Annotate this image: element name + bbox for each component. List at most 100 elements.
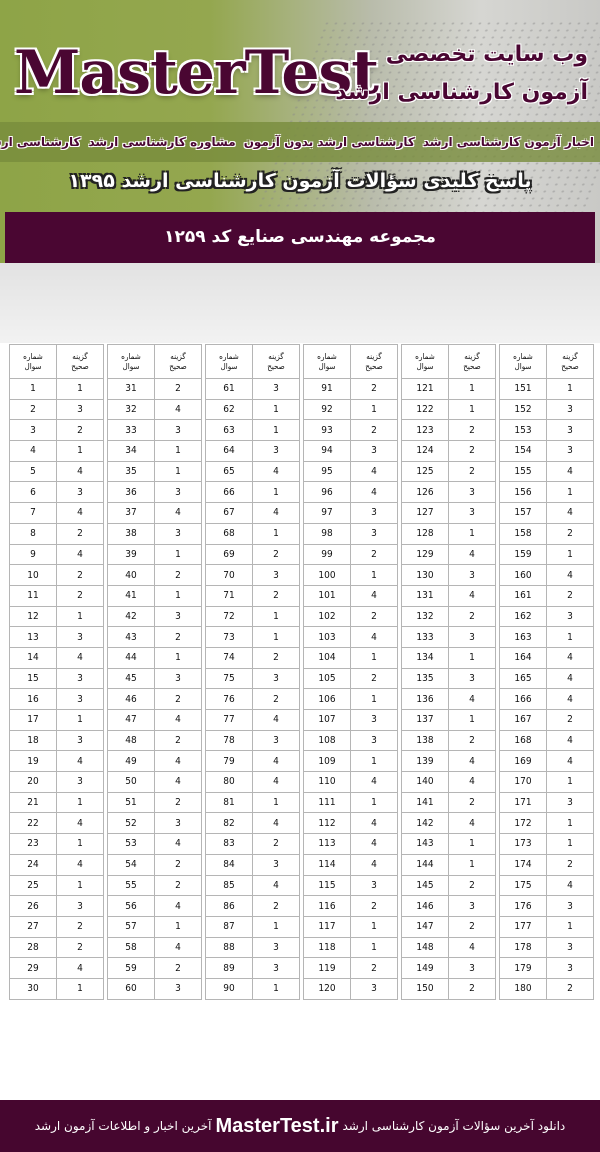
- question-number: 110: [303, 771, 351, 793]
- table-row: 163 1: [499, 626, 594, 648]
- question-number: 75: [205, 667, 253, 690]
- correct-answer: 1: [448, 522, 496, 545]
- table-row: 53 4: [107, 833, 202, 855]
- correct-answer: 4: [350, 833, 398, 855]
- question-number: 96: [303, 481, 351, 504]
- correct-answer: 3: [350, 729, 398, 752]
- correct-answer: 2: [56, 564, 104, 586]
- question-number: 37: [107, 502, 155, 524]
- correct-answer: 3: [154, 977, 202, 1000]
- question-number: 176: [499, 895, 547, 917]
- correct-answer: 1: [154, 460, 202, 483]
- correct-answer: 2: [252, 895, 300, 917]
- question-number: 28: [9, 936, 57, 959]
- question-number: 133: [401, 626, 449, 648]
- correct-answer: 4: [56, 543, 104, 566]
- correct-answer: 4: [350, 481, 398, 504]
- correct-answer: 2: [154, 626, 202, 648]
- correct-answer: 2: [546, 977, 594, 1000]
- table-row: 179 3: [499, 957, 594, 979]
- correct-answer: 2: [154, 791, 202, 814]
- nav-links: اخبار آزمون کارشناسی ارشد کارشناسی ارشد …: [0, 122, 600, 162]
- question-number: 5: [9, 460, 57, 483]
- table-row: 60 3: [107, 977, 202, 1000]
- table-row: 123 2: [401, 419, 496, 442]
- question-number: 130: [401, 564, 449, 586]
- table-row: 38 3: [107, 522, 202, 545]
- question-number: 160: [499, 564, 547, 586]
- question-number: 74: [205, 646, 253, 669]
- correct-answer: 4: [546, 729, 594, 752]
- correct-answer: 4: [350, 626, 398, 648]
- table-row: 11 2: [9, 584, 104, 607]
- table-row: 161 2: [499, 584, 594, 607]
- nav-link-no-exam[interactable]: کارشناسی ارشد بدون آزمون: [243, 135, 415, 149]
- table-row: 10 2: [9, 564, 104, 586]
- correct-answer: 4: [154, 833, 202, 855]
- question-number: 148: [401, 936, 449, 959]
- table-row: 18 3: [9, 729, 104, 752]
- correct-answer: 3: [154, 522, 202, 545]
- correct-answer: 4: [56, 646, 104, 669]
- table-row: 68 1: [205, 522, 300, 545]
- question-number: 29: [9, 957, 57, 979]
- correct-answer: 4: [448, 812, 496, 835]
- question-number: 105: [303, 667, 351, 690]
- table-row: 72 1: [205, 605, 300, 628]
- table-row: 91 2: [303, 378, 398, 400]
- table-row: 152 3: [499, 398, 594, 421]
- table-row: 177 1: [499, 915, 594, 938]
- question-number: 27: [9, 915, 57, 938]
- correct-answer: 2: [252, 833, 300, 855]
- correct-answer: 4: [448, 543, 496, 566]
- table-row: 54 2: [107, 853, 202, 876]
- correct-answer: 3: [448, 957, 496, 979]
- question-number: 124: [401, 440, 449, 462]
- correct-answer: 2: [448, 605, 496, 628]
- table-row: 100 1: [303, 564, 398, 586]
- table-row: 64 3: [205, 440, 300, 462]
- correct-answer: 4: [154, 750, 202, 773]
- question-number: 157: [499, 502, 547, 524]
- question-number: 32: [107, 398, 155, 421]
- question-number: 49: [107, 750, 155, 773]
- answer-block: شماره سوال گزینه صحیح 151 1 152 3 153 3 154 3 155 4…: [499, 344, 594, 1000]
- question-number: 154: [499, 440, 547, 462]
- question-number: 153: [499, 419, 547, 442]
- correct-answer: 2: [252, 543, 300, 566]
- table-row: 62 1: [205, 398, 300, 421]
- table-row: 175 4: [499, 874, 594, 897]
- correct-answer: 1: [546, 543, 594, 566]
- footer-site-link[interactable]: MasterTest.ir: [215, 1114, 339, 1137]
- question-number: 64: [205, 440, 253, 462]
- table-row: 142 4: [401, 812, 496, 835]
- table-row: 108 3: [303, 729, 398, 752]
- table-row: 160 4: [499, 564, 594, 586]
- question-number: 40: [107, 564, 155, 586]
- correct-answer: 1: [56, 709, 104, 731]
- nav-link-news[interactable]: اخبار آزمون کارشناسی ارشد: [422, 135, 594, 149]
- correct-answer: 4: [448, 688, 496, 710]
- table-row: 50 4: [107, 771, 202, 793]
- tagline: وب سایت تخصصی: [385, 42, 588, 67]
- correct-answer: 2: [56, 936, 104, 959]
- correct-answer: 4: [448, 936, 496, 959]
- correct-answer: 2: [448, 915, 496, 938]
- header-row: شماره سوال گزینه صحیح: [205, 344, 300, 379]
- table-row: 101 4: [303, 584, 398, 607]
- header-row: شماره سوال گزینه صحیح: [107, 344, 202, 379]
- correct-answer: 2: [154, 378, 202, 400]
- question-number: 8: [9, 522, 57, 545]
- table-row: 174 2: [499, 853, 594, 876]
- table-row: 29 4: [9, 957, 104, 979]
- question-number: 12: [9, 605, 57, 628]
- nav-link-abroad[interactable]: کارشناسی ارشد خارج از کشور: [0, 135, 81, 149]
- correct-answer: 1: [56, 874, 104, 897]
- question-number: 2: [9, 398, 57, 421]
- table-row: 126 3: [401, 481, 496, 504]
- logo[interactable]: MasterTest: [14, 38, 379, 108]
- correct-answer: 4: [154, 771, 202, 793]
- correct-answer: 2: [448, 460, 496, 483]
- nav-link-consulting[interactable]: مشاوره کارشناسی ارشد: [88, 135, 236, 149]
